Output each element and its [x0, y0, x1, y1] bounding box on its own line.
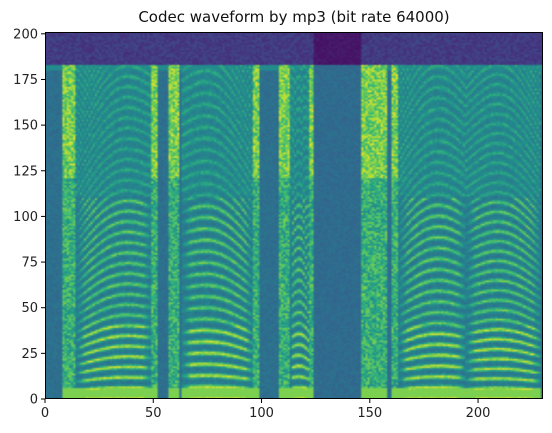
- x-tick-label: 200: [466, 406, 491, 421]
- y-tick-label: 25: [21, 347, 38, 362]
- x-tick-label: 150: [357, 406, 382, 421]
- y-tick-label: 75: [21, 256, 38, 271]
- y-axis: 0 25 50 75 100 125 150 175 200: [13, 27, 45, 408]
- chart-title: Codec waveform by mp3 (bit rate 64000): [138, 8, 449, 26]
- y-tick-label: 50: [21, 301, 38, 316]
- y-tick-label: 125: [13, 164, 38, 179]
- y-tick-label: 175: [13, 73, 38, 88]
- y-tick-label: 100: [13, 210, 38, 225]
- x-tick-label: 100: [249, 406, 274, 421]
- y-tick-label: 150: [13, 119, 38, 134]
- x-tick-label: 50: [145, 406, 162, 421]
- y-tick-label: 200: [13, 27, 38, 42]
- x-tick-label: 0: [41, 406, 49, 421]
- plot-frame: [45, 32, 543, 399]
- x-axis: 0 50 100 150 200: [41, 399, 491, 421]
- y-tick-label: 0: [30, 393, 38, 408]
- spectrogram-heatmap: [45, 32, 543, 399]
